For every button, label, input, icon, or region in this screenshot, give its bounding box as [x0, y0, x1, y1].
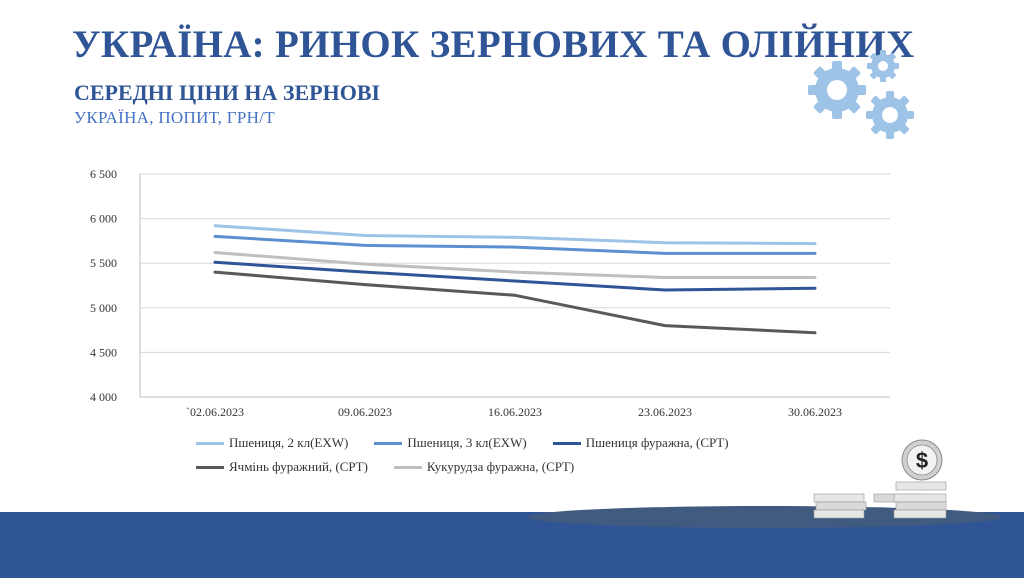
legend-item: Пшениця, 3 кл(EXW): [374, 435, 527, 451]
legend-swatch: [393, 465, 422, 469]
x-tick-label: 30.06.2023: [788, 405, 842, 419]
x-tick-label: `02.06.2023: [186, 405, 244, 419]
coin-stack-left: [813, 493, 867, 519]
x-tick-label: 23.06.2023: [638, 405, 692, 419]
series-line-5: [213, 251, 817, 279]
page-title: УКРАЇНА: РИНОК ЗЕРНОВИХ ТА ОЛІЙНИХ: [72, 23, 915, 66]
y-tick-label: 6 500: [90, 167, 117, 181]
series-line-2: [213, 234, 817, 255]
x-tick-label: 16.06.2023: [488, 405, 542, 419]
series-line-3: [213, 260, 817, 292]
chart-units-subtitle: УКРАЇНА, ПОПИТ, ГРН/Т: [74, 108, 275, 127]
legend-item: Пшениця фуражна, (CPT): [552, 435, 729, 451]
legend-label: Кукурудза фуражна, (CPT): [426, 459, 575, 474]
legend-label: Пшениця, 3 кл(EXW): [407, 435, 527, 450]
legend-label: Пшениця, 2 кл(EXW): [229, 435, 349, 450]
legend-item: Кукурудза фуражна, (CPT): [393, 459, 575, 475]
chart-legend-second-row: Ячмінь фуражний, (CPT) Кукурудза фуражна,…: [196, 459, 600, 475]
line-chart: 4 000 4 500 5 000 5 500 6 000 6 500 `02.06.202…: [90, 167, 890, 419]
series-line-1: [213, 224, 817, 246]
legend-swatch: [552, 441, 581, 445]
legend-label: Пшениця фуражна, (CPT): [585, 435, 729, 450]
svg-text:$: $: [916, 448, 928, 473]
y-tick-label: 6 000: [90, 212, 117, 226]
y-tick-label: 4 500: [90, 345, 117, 359]
legend-label: Ячмінь фуражний, (CPT): [229, 459, 368, 474]
chart-subtitle: СЕРЕДНІ ЦІНИ НА ЗЕРНОВІ: [74, 80, 381, 105]
dollar-coin-icon: $: [901, 439, 943, 481]
series-line-4: [213, 270, 817, 335]
legend-swatch: [196, 441, 224, 445]
coins-illustration: $: [527, 439, 1000, 528]
gears-icon: [808, 50, 914, 139]
x-tick-label: 09.06.2023: [338, 405, 392, 419]
legend-item: Ячмінь фуражний, (CPT): [196, 459, 368, 475]
chart-legend: Пшениця, 2 кл(EXW) Пшениця, 3 кл(EXW) Пшен…: [196, 435, 755, 451]
coin-stack-right: [873, 481, 947, 519]
y-tick-label: 4 000: [90, 390, 117, 404]
y-tick-label: 5 500: [90, 256, 117, 270]
legend-swatch: [196, 465, 224, 469]
y-tick-label: 5 000: [90, 301, 117, 315]
legend-item: Пшениця, 2 кл(EXW): [196, 435, 348, 451]
legend-swatch: [374, 441, 403, 445]
